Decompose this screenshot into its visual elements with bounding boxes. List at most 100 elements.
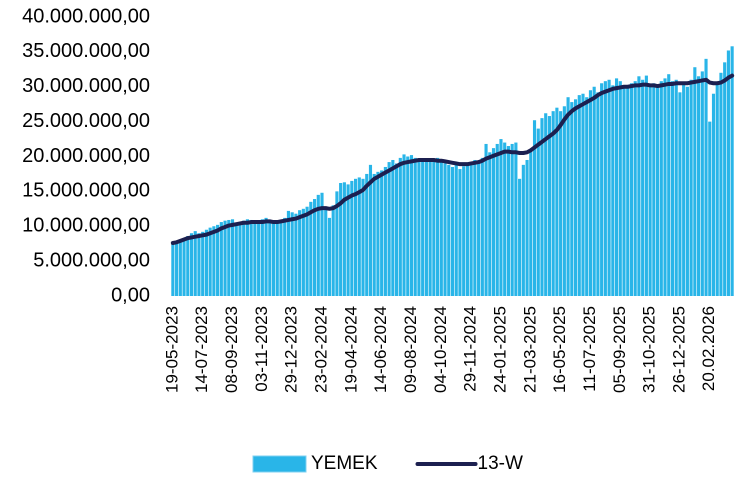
bar	[253, 221, 257, 296]
bar	[320, 192, 324, 296]
bar	[682, 83, 686, 296]
bar	[260, 219, 264, 296]
bar	[495, 143, 499, 296]
bar	[245, 219, 249, 296]
bar	[540, 118, 544, 296]
bar	[230, 219, 235, 296]
bar	[577, 95, 581, 297]
bar	[581, 93, 585, 296]
bar	[506, 146, 510, 296]
bar	[600, 83, 604, 296]
bar	[178, 240, 182, 296]
bar	[312, 199, 317, 296]
y-tick-label: 20.000.000,00	[22, 145, 150, 167]
bar	[212, 226, 216, 296]
bar	[663, 78, 667, 296]
bar	[301, 208, 305, 296]
y-tick-label: 15.000.000,00	[22, 180, 150, 202]
y-tick-label: 40.000.000,00	[22, 5, 150, 27]
bar	[257, 220, 261, 296]
bar	[693, 67, 697, 296]
bar	[525, 159, 529, 296]
bar	[223, 220, 227, 296]
bar	[477, 163, 481, 296]
bar	[637, 76, 641, 296]
bar	[395, 163, 399, 296]
bar	[294, 213, 298, 296]
bar	[503, 142, 507, 296]
bar	[443, 163, 447, 296]
x-tick-label: 16-05-2025	[550, 306, 569, 393]
bar	[249, 219, 253, 296]
bar	[189, 233, 194, 296]
bar	[454, 164, 458, 296]
bar	[641, 79, 645, 297]
x-tick-label: 19-04-2024	[341, 306, 360, 393]
bar	[514, 142, 518, 296]
bar	[626, 85, 630, 296]
bar	[611, 85, 615, 296]
bar	[283, 217, 287, 296]
bar	[197, 233, 201, 296]
bar	[409, 155, 414, 296]
bar	[380, 170, 384, 296]
bar	[562, 106, 566, 296]
bar	[305, 206, 309, 296]
bar	[659, 81, 663, 296]
x-tick-label: 29-12-2023	[282, 306, 301, 393]
bar	[656, 85, 660, 296]
bar	[473, 159, 477, 296]
bar	[719, 72, 723, 296]
bar	[290, 212, 294, 296]
bar	[559, 111, 563, 296]
bar	[614, 78, 619, 296]
bar	[335, 191, 339, 296]
bar	[555, 107, 559, 296]
bar	[518, 178, 522, 296]
bar	[674, 79, 678, 297]
bar	[462, 166, 466, 296]
x-tick-label: 14-07-2023	[192, 306, 211, 393]
bar	[510, 143, 514, 296]
bar	[711, 93, 716, 296]
bar	[551, 111, 555, 296]
x-tick-label: 03-11-2023	[252, 306, 271, 392]
y-tick-label: 10.000.000,00	[22, 215, 150, 237]
bar	[469, 162, 473, 296]
bar	[342, 182, 346, 296]
bar	[175, 242, 179, 296]
bar	[368, 164, 373, 296]
x-tick-label: 20.02.2026	[699, 306, 718, 391]
bar	[629, 83, 634, 296]
bar	[730, 46, 734, 296]
bar	[387, 162, 391, 296]
bar	[607, 79, 611, 297]
x-tick-label: 29-11-2024	[461, 306, 480, 392]
bar	[529, 149, 533, 296]
bar	[208, 227, 212, 296]
bar	[234, 222, 238, 296]
bar	[596, 92, 600, 296]
bar	[685, 86, 689, 296]
bar	[667, 74, 671, 296]
x-tick-label: 21-03-2025	[520, 306, 539, 393]
bar	[201, 231, 205, 296]
bar	[227, 219, 231, 296]
bar	[633, 81, 637, 296]
bar	[193, 231, 197, 296]
bar	[391, 159, 395, 296]
bar	[436, 157, 440, 296]
bar	[603, 81, 607, 296]
x-tick-label: 08-09-2023	[222, 306, 241, 393]
bar	[458, 169, 462, 296]
bar	[376, 171, 380, 296]
bar	[428, 159, 432, 296]
bar	[186, 236, 190, 296]
bar	[547, 116, 552, 296]
bar	[432, 159, 436, 296]
x-tick-label: 23-02-2024	[311, 306, 330, 393]
bar	[346, 184, 350, 296]
bar	[465, 163, 469, 296]
bar	[544, 113, 548, 296]
